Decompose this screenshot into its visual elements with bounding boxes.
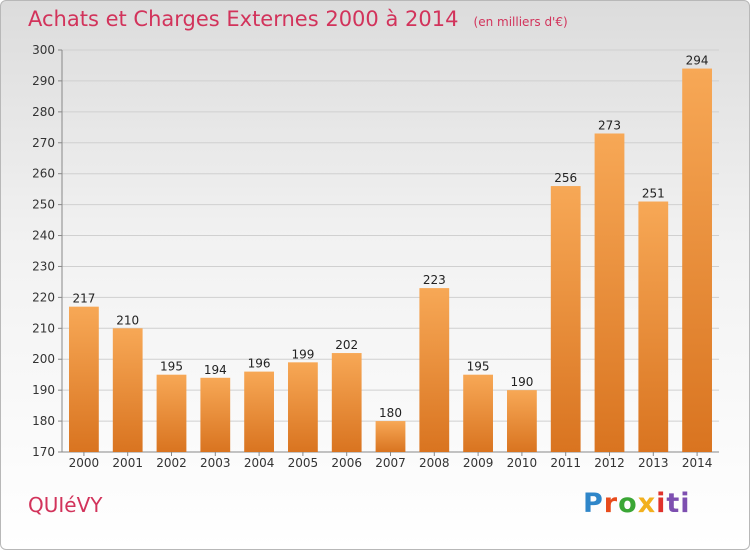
y-tick-label: 240 [32,229,55,243]
y-tick-label: 190 [32,383,55,397]
y-tick-label: 200 [32,352,55,366]
bar-2006 [331,353,362,452]
value-label-2003: 194 [204,363,227,377]
bar-2002 [156,374,187,452]
value-label-2011: 256 [554,171,577,185]
logo-letter-3: o [618,488,638,519]
value-labels: 217 210 195 194 196 199 202 180 223 195 190 256 273 2… [72,54,708,421]
x-tick-label-2013: 2013 [638,456,669,470]
value-label-2005: 199 [291,347,314,361]
y-tick-label: 290 [32,74,55,88]
bar-2004 [244,371,274,452]
logo-letter-1: P [583,488,604,519]
bar-2009 [463,374,493,452]
y-tick-label: 300 [32,43,55,57]
bar-2001 [112,328,143,452]
x-tick-label-2010: 2010 [507,456,538,470]
x-tick-label-2011: 2011 [550,456,581,470]
proxiti-logo[interactable]: Proxiti [583,488,691,519]
y-tick-label: 170 [32,445,55,459]
value-label-2010: 190 [510,375,533,389]
title-main: Achats et Charges Externes 2000 à 2014 [28,7,459,31]
value-label-2008: 223 [423,273,446,287]
x-tick-label-2006: 2006 [331,456,362,470]
y-tick-label: 280 [32,105,55,119]
y-tick-label: 270 [32,136,55,150]
bar-2014 [682,68,712,453]
bar-2010 [507,390,537,452]
bar-2013 [638,201,669,452]
value-label-2000: 217 [72,292,95,306]
bars [69,68,712,453]
logo-letter-2: r [603,488,619,519]
value-label-2009: 195 [467,360,490,374]
y-tick-label: 210 [32,321,55,335]
y-tick-labels: 170 180 190 200 210 220 230 240 250 260 270 280 290 3… [32,43,55,459]
bar-2000 [69,306,99,452]
x-tick-label-2004: 2004 [244,456,275,470]
value-label-2012: 273 [598,118,621,132]
x-tick-label-2009: 2009 [463,456,494,470]
bar-2008 [419,288,450,452]
x-tick-labels: 2000 2001 2002 2003 2004 2005 2006 2007 2008 2009… [69,452,713,470]
x-tick-label-2008: 2008 [419,456,450,470]
title-subtitle: (en milliers d'€) [473,15,568,29]
x-tick-label-2014: 2014 [682,456,713,470]
x-tick-label-2007: 2007 [375,456,406,470]
value-label-2002: 195 [160,360,183,374]
value-label-2001: 210 [116,313,139,327]
value-label-2007: 180 [379,406,402,420]
x-tick-label-2003: 2003 [200,456,231,470]
value-label-2014: 294 [686,54,709,68]
commune-name: QUIéVY [28,493,103,517]
logo-letter-5: i [656,488,667,519]
bar-2007 [375,421,406,452]
y-tick-label: 220 [32,290,55,304]
bar-2003 [200,377,231,452]
value-label-2013: 251 [642,187,665,201]
x-tick-label-2002: 2002 [156,456,187,470]
chart-title: Achats et Charges Externes 2000 à 2014 (… [28,7,568,31]
x-tick-label-2000: 2000 [69,456,100,470]
bar-2012 [594,133,625,452]
logo-letter-6: ti [666,488,691,519]
bar-2005 [288,362,318,452]
y-tick-label: 180 [32,414,55,428]
x-tick-label-2005: 2005 [288,456,319,470]
value-label-2006: 202 [335,338,358,352]
y-tick-label: 250 [32,198,55,212]
value-label-2004: 196 [248,357,271,371]
bar-2011 [550,186,581,453]
x-tick-label-2012: 2012 [594,456,625,470]
y-tick-label: 230 [32,259,55,273]
y-tick-label: 260 [32,167,55,181]
logo-letter-4: x [637,488,657,519]
x-tick-label-2001: 2001 [112,456,143,470]
